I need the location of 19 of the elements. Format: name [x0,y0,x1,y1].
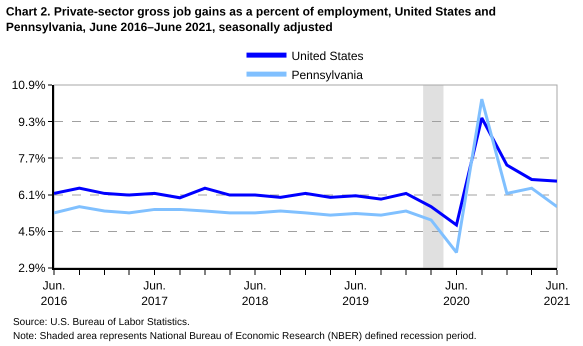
y-tick-label: 6.1% [18,188,46,202]
x-tick-label: Jun. 2019 [342,278,370,308]
legend-label: Pennsylvania [292,68,364,82]
y-tick-label: 7.7% [18,151,46,166]
line-series [54,98,557,254]
x-tick-label: Jun. 2017 [141,278,168,308]
text: Note: Shaded area represents National Bureau of Economic Research (NBER) defined recession period. [13,331,477,342]
y-tick-label: 4.5% [18,224,46,239]
x-tick-label: Jun. 2018 [242,278,269,308]
y-tick-label: 10.9% [12,78,46,92]
legend-label: United States [292,48,364,63]
x-tick-label: Jun. 2016 [40,278,68,308]
x-tick-label: Jun. 2020 [443,278,470,308]
line-series [54,116,557,226]
chart-title: Chart 2. Private-sector gross job gains as a percent of employment, United States and Pennsylvania, June 2016–June 2021, seasonally adjusted [6,4,496,34]
y-tick-label: 2.9% [18,261,46,276]
y-tick-label: 9.3% [18,114,46,129]
source-note: Source: U.S. Bureau of Labor Statistics. [13,317,190,328]
x-tick-label: Jun. 2021 [544,278,571,308]
